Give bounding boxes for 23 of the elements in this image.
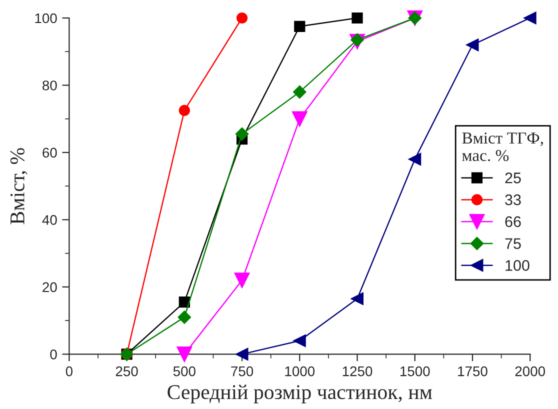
- x-tick-label: 1000: [285, 366, 315, 376]
- x-tick-label: 2000: [515, 366, 546, 376]
- y-tick-label: 100: [35, 13, 57, 24]
- x-tick-label: 500: [173, 366, 196, 376]
- legend-title: Вміст ТГФ, мас. %: [462, 132, 543, 162]
- legend-label: 75: [505, 238, 521, 249]
- x-tick-label: 1750: [458, 366, 488, 376]
- legend-label: 25: [505, 172, 521, 184]
- x-tick-label: 1500: [400, 366, 430, 376]
- y-tick-label: 80: [42, 80, 57, 90]
- x-axis-title: Середній розмір частинок, нм: [168, 384, 432, 404]
- x-tick-label: 250: [116, 366, 138, 376]
- y-tick-label: 0: [50, 350, 57, 360]
- legend-label: 33: [505, 194, 521, 206]
- x-tick-label: 0: [66, 366, 73, 376]
- y-axis-title: Вміст, %: [10, 148, 28, 224]
- y-tick-label: 60: [42, 148, 57, 158]
- y-tick-label: 40: [42, 215, 57, 225]
- legend-label: 100: [506, 260, 530, 271]
- x-tick-label: 750: [231, 366, 254, 376]
- legend-label: 66: [505, 216, 521, 228]
- y-tick-label: 20: [42, 282, 57, 292]
- x-tick-label: 1250: [342, 366, 372, 376]
